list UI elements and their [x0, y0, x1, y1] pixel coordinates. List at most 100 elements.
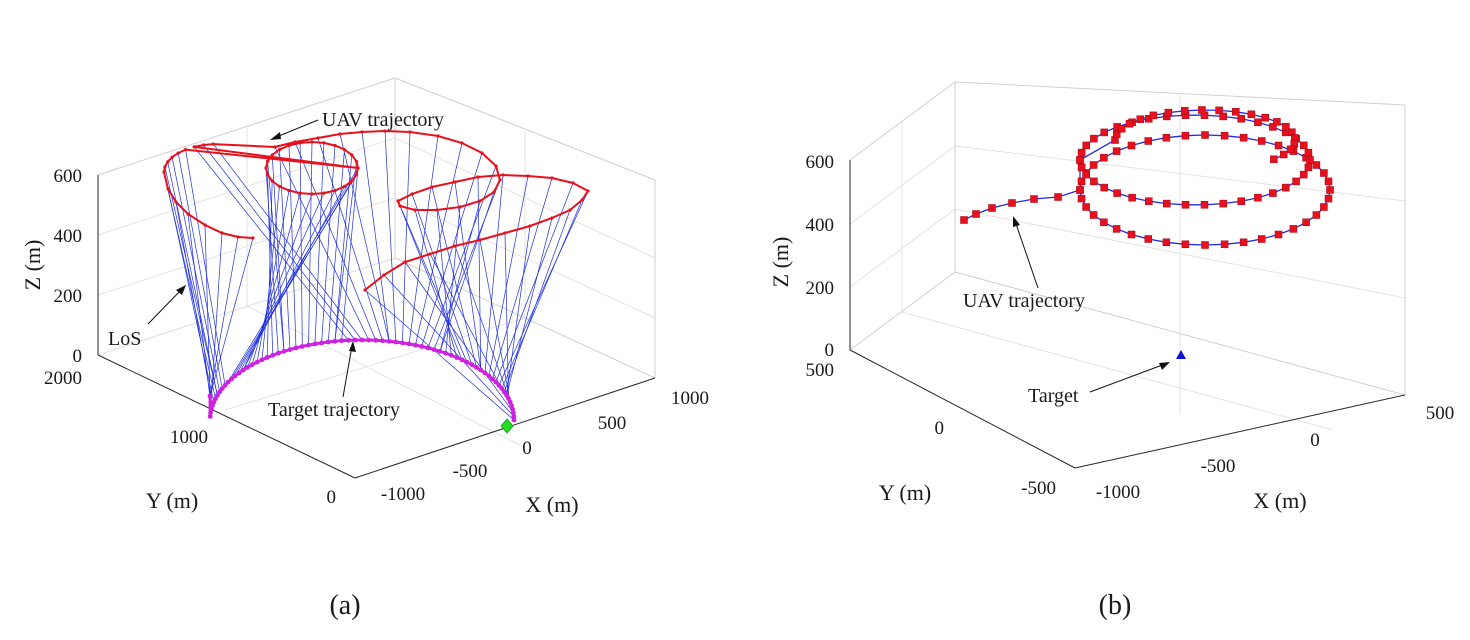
- a-uav-point-19: [310, 192, 314, 196]
- panel-a-axis-labels: Z (m) Y (m) X (m): [20, 240, 579, 517]
- a-ytick-1000: 1000: [170, 427, 208, 448]
- a-target-point-69: [511, 414, 517, 419]
- b-uav-marker-95: [1215, 106, 1223, 115]
- a-target-point-14: [236, 370, 242, 376]
- a-los-line-25: [265, 167, 279, 354]
- panel-b-chart: 0 200 400 600 500 0 -500 -1000 -500 0 50…: [768, 81, 1455, 621]
- a-uav-point-75: [453, 244, 457, 248]
- a-uav-point-31: [310, 140, 314, 144]
- a-los-line-65: [488, 175, 529, 376]
- a-los-line-44: [339, 133, 390, 342]
- panel-a-tick-labels: 0 200 400 600 2000 1000 0 -1000 -500 0 5…: [44, 166, 709, 508]
- a-los-line-54: [439, 200, 481, 352]
- a-uav-point-14: [354, 173, 358, 177]
- a-target-point-18: [254, 359, 260, 365]
- a-target-point-15: [240, 367, 246, 373]
- b-uav-marker-106: [1270, 155, 1278, 164]
- a-los-line-13: [227, 167, 359, 383]
- a-uav-point-52: [498, 178, 502, 182]
- b-uav-marker-18: [1239, 133, 1248, 142]
- b-uav-marker-11: [1112, 147, 1121, 155]
- b-uav-marker-14: [1162, 133, 1171, 142]
- panel-b-tick-labels: 0 200 400 600 500 0 -500 -1000 -500 0 50…: [806, 152, 1455, 503]
- a-uav-point-41: [273, 145, 277, 149]
- b-uav-marker-25: [1324, 177, 1333, 186]
- panel-b-axis-labels: Z (m) Y (m) X (m): [768, 237, 1307, 513]
- b-uav-marker-33: [1257, 235, 1266, 243]
- b-uav-marker-42: [1100, 218, 1108, 227]
- a-target-point-16: [245, 365, 250, 370]
- b-uav-marker-87: [1112, 130, 1121, 139]
- b-uav-marker-90: [1136, 115, 1145, 123]
- b-uav-marker-105: [1279, 150, 1288, 159]
- b-uav-marker-23: [1312, 161, 1321, 169]
- a-uav-point-20: [298, 191, 302, 195]
- a-los-line-52: [433, 179, 501, 350]
- a-los-line-39: [203, 144, 356, 341]
- a-target-point-60: [496, 382, 502, 388]
- panel-b-annotations: UAV trajectory Target: [963, 216, 1170, 407]
- a-target-point-68: [511, 410, 516, 416]
- b-uav-marker-80: [1113, 189, 1121, 197]
- b-uav-marker-73: [1237, 197, 1245, 205]
- a-uav-point-28: [277, 148, 282, 152]
- a-uav-point-34: [342, 148, 347, 152]
- a-los-line-0: [209, 237, 254, 397]
- panel-b-target-marker: [1176, 350, 1186, 359]
- b-uav-marker-4: [1030, 195, 1038, 203]
- b-uav-marker-40: [1127, 230, 1136, 239]
- a-los-line-41: [274, 146, 370, 341]
- b-xtick-500: 500: [1426, 403, 1455, 424]
- b-uav-marker-69: [1292, 177, 1300, 186]
- a-los-line-38: [193, 146, 349, 341]
- b-xtick-neg1000: -1000: [1096, 482, 1140, 503]
- b-ylabel: Y (m): [879, 480, 931, 505]
- a-ztick-600: 600: [54, 166, 83, 187]
- a-los-line-33: [321, 145, 336, 343]
- b-ytick-0: 0: [935, 418, 945, 439]
- b-xlabel: X (m): [1253, 488, 1306, 513]
- a-target-point-47: [437, 348, 443, 354]
- a-target-point-26: [299, 344, 305, 349]
- b-xtick-neg500: -500: [1201, 456, 1236, 477]
- a-los-line-78: [383, 274, 515, 417]
- a-ann-uav: UAV trajectory: [322, 109, 444, 131]
- b-uav-marker-88: [1117, 125, 1126, 133]
- a-target-point-7: [215, 392, 220, 398]
- b-uav-marker-31: [1289, 225, 1298, 233]
- b-uav-marker-32: [1274, 230, 1283, 239]
- b-uav-marker-68: [1300, 170, 1308, 179]
- a-target-point-38: [380, 338, 385, 344]
- a-los-line-64: [484, 174, 504, 374]
- a-los-line-35: [334, 154, 353, 342]
- b-uav-marker-70: [1282, 183, 1290, 192]
- a-los-line-60: [411, 193, 473, 365]
- a-uav-point-24: [266, 173, 270, 177]
- b-uav-marker-12: [1127, 141, 1136, 150]
- a-uav-point-50: [480, 151, 484, 155]
- a-target-point-22: [275, 350, 281, 356]
- a-uav-point-27: [270, 153, 274, 157]
- b-uav-marker-98: [1261, 113, 1269, 122]
- a-target-point-20: [264, 355, 270, 360]
- a-uav-point-37: [356, 166, 360, 170]
- a-los-line-31: [308, 141, 313, 346]
- a-uav-point-7: [162, 170, 166, 174]
- a-ylabel: Y (m): [146, 488, 198, 513]
- b-uav-marker-85: [1076, 156, 1084, 164]
- a-los-line-57: [414, 209, 458, 358]
- a-uav-point-54: [478, 199, 482, 203]
- a-xtick-0: 0: [522, 438, 532, 459]
- b-uav-marker-48: [1077, 148, 1086, 157]
- a-uav-point-3: [203, 223, 207, 227]
- b-uav-marker-74: [1219, 199, 1227, 208]
- a-uav-point-33: [333, 143, 337, 148]
- a-uav-point-11: [176, 151, 180, 155]
- a-los-line-73: [504, 232, 509, 399]
- a-los-line-74: [479, 239, 511, 403]
- a-xlabel: X (m): [525, 492, 578, 517]
- b-uav-marker-35: [1220, 240, 1229, 249]
- a-uav-point-67: [571, 181, 575, 185]
- a-uav-point-48: [436, 134, 440, 138]
